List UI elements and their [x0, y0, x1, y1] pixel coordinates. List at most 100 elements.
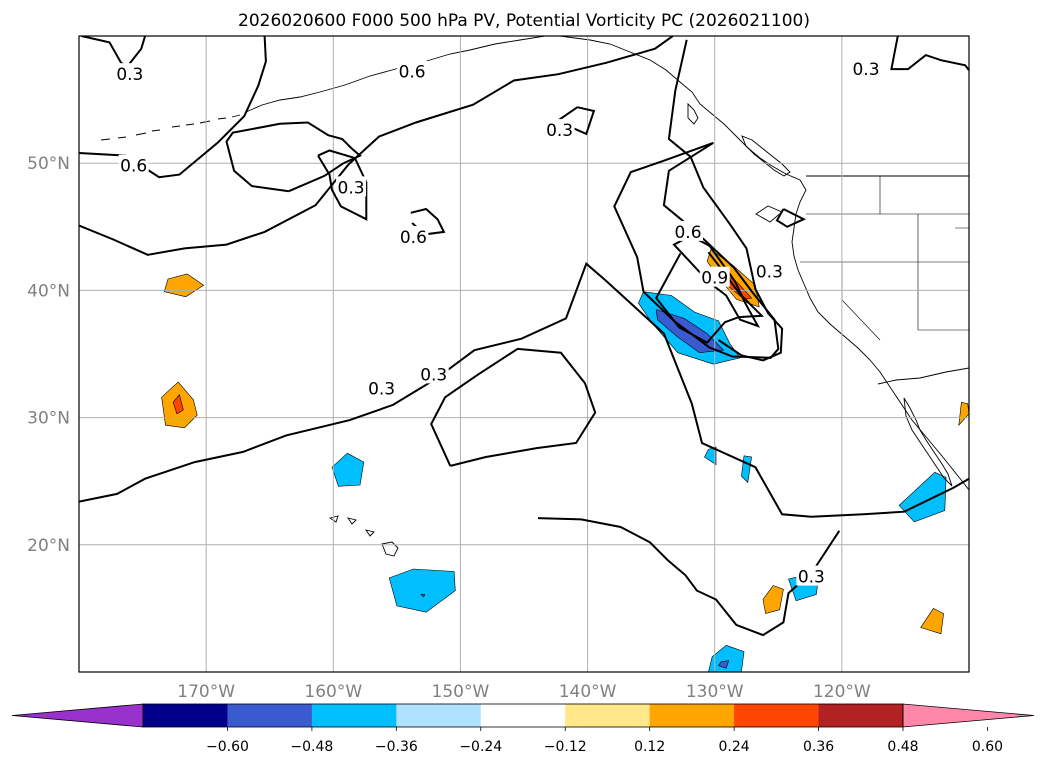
contour-label-7: 0.6 [673, 220, 704, 243]
pv-fill-0p24-2 [163, 273, 205, 298]
colorbar-band-5 [565, 704, 651, 727]
contour-label-bg-11 [418, 363, 449, 384]
contour-label-bg-1 [397, 60, 428, 81]
contour-0p3-1 [430, 347, 597, 467]
graticule [79, 36, 969, 672]
contour-label-3: 0.3 [544, 119, 575, 141]
coastline-aleutians [100, 114, 241, 141]
lon-tick-label-5: 120°W [813, 682, 871, 702]
contour-0p9-1 [672, 234, 761, 328]
contour-label-text-10: 0.3 [368, 379, 395, 399]
contour-label-bg-7 [673, 220, 704, 241]
contour-label-bg-10 [366, 377, 397, 398]
lat-tick-label-3: 20°N [27, 536, 70, 556]
coastline-baja [903, 397, 953, 487]
contour-label-text-3: 0.3 [546, 121, 573, 141]
colorbar-band-6 [649, 704, 735, 727]
colorbar-tick-label-7: 0.36 [803, 739, 834, 755]
contour-0p6-1 [225, 121, 362, 193]
contour-label-11: 0.3 [418, 363, 449, 385]
longitude-labels: 170°W 160°W 150°W 140°W 130°W 120°W [177, 682, 871, 702]
contour-label-text-7: 0.6 [674, 223, 701, 243]
chart-title: 2026020600 F000 500 hPa PV, Potential Vo… [238, 11, 810, 31]
map-panel: 0.3 0.6 0.3 0.3 0.6 0.3 0.6 0.6 0.3 0.9 0.3 0.3 0.3 [79, 36, 969, 672]
contour-label-1: 0.6 [397, 60, 428, 83]
contour-label-text-12: 0.3 [798, 568, 825, 588]
contour-label-text-6: 0.6 [400, 228, 427, 248]
pv-fill-0p24-3 [762, 585, 784, 614]
colorbar-band-2 [311, 704, 397, 727]
contour-label-text-9: 0.9 [701, 269, 728, 289]
colorbar-tick-label-6: 0.24 [719, 739, 750, 755]
lat-tick-label-2: 30°N [27, 409, 70, 429]
contour-label-text-11: 0.3 [420, 365, 447, 385]
contour-label-bg-12 [796, 565, 827, 586]
colorbar-tick-label-5: 0.12 [634, 739, 665, 755]
contour-label-2: 0.3 [851, 58, 882, 80]
contour-label-bg-3 [544, 119, 575, 140]
coastline-alaska-peninsula [245, 36, 546, 113]
contour-label-bg-8 [754, 260, 785, 281]
contour-label-text-0: 0.3 [116, 65, 143, 85]
contour-label-bg-4 [118, 154, 149, 175]
contour-label-text-4: 0.6 [120, 157, 147, 177]
border-us-mexico [877, 367, 969, 385]
coastline-haida-gwaii [687, 102, 699, 125]
contour-label-0: 0.3 [114, 63, 145, 85]
contour-label-5: 0.3 [336, 176, 367, 198]
contour-label-12: 0.3 [796, 565, 827, 588]
contour-0p9-3 [667, 39, 784, 362]
island-hawaii-big [381, 541, 399, 557]
colorbar-tick-label-9: 0.60 [972, 739, 1003, 755]
coastlines-layer [100, 36, 969, 557]
colorbar-band-7 [734, 704, 820, 727]
contour-label-text-1: 0.6 [399, 63, 426, 83]
lon-tick-label-0: 170°W [177, 682, 235, 702]
contour-label-text-5: 0.3 [338, 178, 365, 198]
island-oahu [346, 517, 357, 525]
colorbar: −0.60 −0.48 −0.36 −0.24 −0.12 0.12 0.24 0.36 0.4… [11, 703, 1035, 755]
contour-0p3-6 [890, 36, 969, 71]
coastline-vancouver-island [741, 135, 791, 177]
contour-0p6-0 [79, 36, 674, 256]
contour-label-bg-9 [699, 266, 730, 287]
contour-label-10: 0.3 [366, 377, 397, 399]
ocean-background [79, 36, 969, 672]
colorbar-band-4 [480, 704, 566, 727]
colorbar-outline [142, 703, 904, 728]
contour-label-text-8: 0.3 [756, 262, 783, 282]
contour-label-9: 0.9 [699, 266, 730, 289]
coastline-north-america [559, 36, 969, 491]
colorbar-tick-label-0: −0.60 [206, 739, 249, 755]
lon-tick-label-3: 140°W [559, 682, 617, 702]
contour-0p3-5 [555, 106, 596, 136]
colorbar-tick-label-8: 0.48 [887, 739, 918, 755]
pv-fill-neg0p36-2 [388, 568, 456, 613]
contour-0p3-4 [317, 149, 368, 221]
colorbar-band-1 [227, 704, 313, 727]
contour-label-bg-0 [114, 63, 145, 84]
lon-tick-label-1: 160°W [304, 682, 362, 702]
lat-tick-label-1: 40°N [27, 281, 70, 301]
colorbar-band-8 [818, 704, 904, 727]
contour-0p6-3 [775, 208, 807, 228]
colorbar-tick-label-4: −0.12 [544, 739, 587, 755]
colorbar-tick-label-1: −0.48 [290, 739, 333, 755]
contour-0p3-7 [537, 517, 841, 637]
pv-fill-neg0p48-1 [420, 594, 426, 598]
state-borders [800, 176, 969, 341]
pv-contours-layer [79, 36, 969, 637]
contour-label-6: 0.6 [398, 225, 429, 248]
colorbar-band-3 [396, 704, 482, 727]
colorbar-tick-label-3: −0.24 [459, 739, 502, 755]
island-maui [364, 529, 375, 537]
contour-label-4: 0.6 [118, 154, 149, 177]
contour-labels-layer: 0.3 0.6 0.3 0.3 0.6 0.3 0.6 0.6 0.3 0.9 0.3 0.3 0.3 [114, 58, 882, 588]
pv-fill-0p24-4 [920, 608, 944, 635]
lon-tick-label-4: 130°W [686, 682, 744, 702]
contour-label-bg-6 [398, 225, 429, 246]
pv-fill-0p36-1 [172, 394, 184, 415]
lat-tick-label-0: 50°N [27, 154, 70, 174]
contour-label-text-2: 0.3 [852, 60, 879, 80]
